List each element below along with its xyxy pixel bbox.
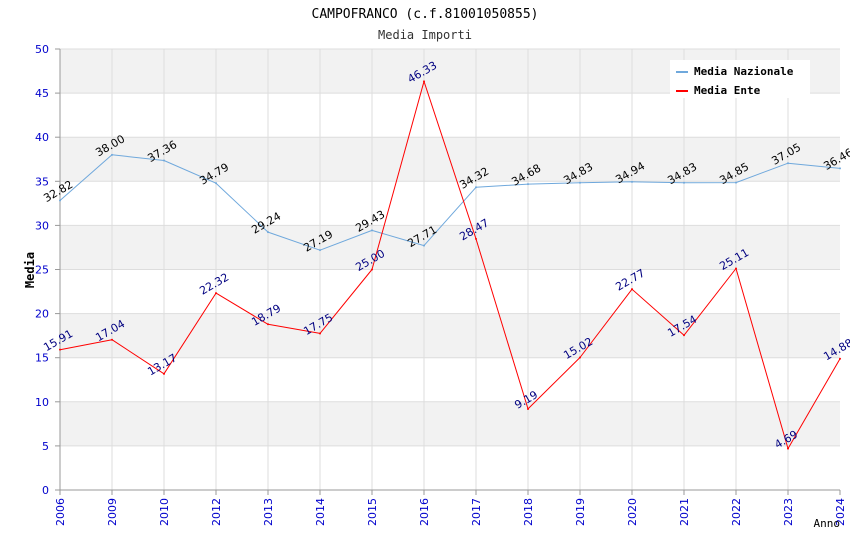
tick-label-x: 2006 xyxy=(54,498,67,526)
tick-label-y: 5 xyxy=(42,440,49,453)
series-line-media-nazionale xyxy=(59,154,841,251)
data-point-media-ente xyxy=(475,237,477,240)
data-point-media-ente xyxy=(787,447,789,450)
tick-label-x: 2016 xyxy=(418,498,431,526)
data-point-media-nazionale xyxy=(735,181,737,184)
data-point-media-ente xyxy=(163,372,165,375)
data-point-media-ente xyxy=(215,292,217,295)
tick-label-y: 15 xyxy=(35,352,49,365)
tick-label-x: 2014 xyxy=(314,498,327,526)
tick-label-x: 2020 xyxy=(626,498,639,526)
data-point-media-nazionale xyxy=(475,186,477,189)
x-axis-ticks: 2006 2009 2010 2012 2013 2014 2015 2016 2017 2018… xyxy=(54,490,847,526)
data-point-media-ente xyxy=(683,334,685,337)
legend-label-media-ente: Media Ente xyxy=(694,84,761,97)
series-line-media-ente xyxy=(59,80,841,450)
legend: Media Nazionale Media Ente xyxy=(670,60,810,98)
data-point-media-nazionale xyxy=(839,167,841,170)
data-point-media-nazionale xyxy=(683,181,685,184)
series-layer xyxy=(59,80,841,450)
data-point-media-nazionale xyxy=(787,162,789,165)
plot-band xyxy=(60,313,840,358)
data-point-media-ente xyxy=(735,267,737,270)
tick-label-y: 25 xyxy=(35,264,49,277)
tick-label-x: 2019 xyxy=(574,498,587,526)
tick-label-x: 2013 xyxy=(262,498,275,526)
y-axis-ticks: 0 5 10 15 20 25 30 35 40 45 50 xyxy=(35,43,60,497)
data-point-media-ente xyxy=(319,332,321,335)
data-point-media-nazionale xyxy=(631,180,633,183)
data-point-media-nazionale xyxy=(423,244,425,247)
tick-label-x: 2022 xyxy=(730,498,743,526)
data-point-media-ente xyxy=(527,407,529,410)
tick-label-x: 2017 xyxy=(470,498,483,526)
legend-box xyxy=(670,60,810,98)
tick-label-x: 2009 xyxy=(106,498,119,526)
tick-label-x: 2024 xyxy=(834,498,847,526)
data-point-media-ente xyxy=(111,338,113,341)
data-point-media-nazionale xyxy=(579,181,581,184)
plot-bands xyxy=(60,49,840,446)
legend-label-media-nazionale: Media Nazionale xyxy=(694,65,794,78)
data-point-media-nazionale xyxy=(267,231,269,234)
y-axis-label: Media xyxy=(23,252,37,288)
chart-subtitle: Media Importi xyxy=(378,28,472,42)
tick-label-y: 40 xyxy=(35,131,49,144)
data-point-media-nazionale xyxy=(215,182,217,185)
data-label-media-ente: 22.77 xyxy=(613,267,647,294)
chart-title: CAMPOFRANCO (c.f.81001050855) xyxy=(312,7,539,22)
data-label-media-ente: 22.32 xyxy=(197,271,231,298)
tick-label-y: 10 xyxy=(35,396,49,409)
tick-label-y: 35 xyxy=(35,175,49,188)
data-point-media-ente xyxy=(579,356,581,359)
tick-label-x: 2015 xyxy=(366,498,379,526)
data-point-media-ente xyxy=(631,288,633,291)
data-point-media-ente xyxy=(371,268,373,271)
tick-label-x: 2012 xyxy=(210,498,223,526)
tick-label-x: 2010 xyxy=(158,498,171,526)
tick-label-y: 30 xyxy=(35,219,49,232)
plot-band xyxy=(60,401,840,446)
data-point-media-ente xyxy=(839,357,841,360)
tick-label-y: 50 xyxy=(35,43,49,56)
data-point-media-nazionale xyxy=(527,183,529,186)
data-point-media-nazionale xyxy=(371,229,373,232)
data-point-media-nazionale xyxy=(59,199,61,202)
plot-band xyxy=(60,225,840,270)
data-point-media-nazionale xyxy=(319,249,321,252)
data-point-media-ente xyxy=(59,348,61,351)
tick-label-y: 0 xyxy=(42,484,49,497)
tick-label-y: 45 xyxy=(35,87,49,100)
tick-label-x: 2018 xyxy=(522,498,535,526)
data-point-media-nazionale xyxy=(163,159,165,162)
data-point-media-ente xyxy=(423,80,425,83)
tick-label-y: 20 xyxy=(35,308,49,321)
tick-label-x: 2023 xyxy=(782,498,795,526)
x-axis-label: Anno xyxy=(814,517,841,530)
data-point-media-ente xyxy=(267,323,269,326)
tick-label-x: 2021 xyxy=(678,498,691,526)
data-point-media-nazionale xyxy=(111,153,113,156)
